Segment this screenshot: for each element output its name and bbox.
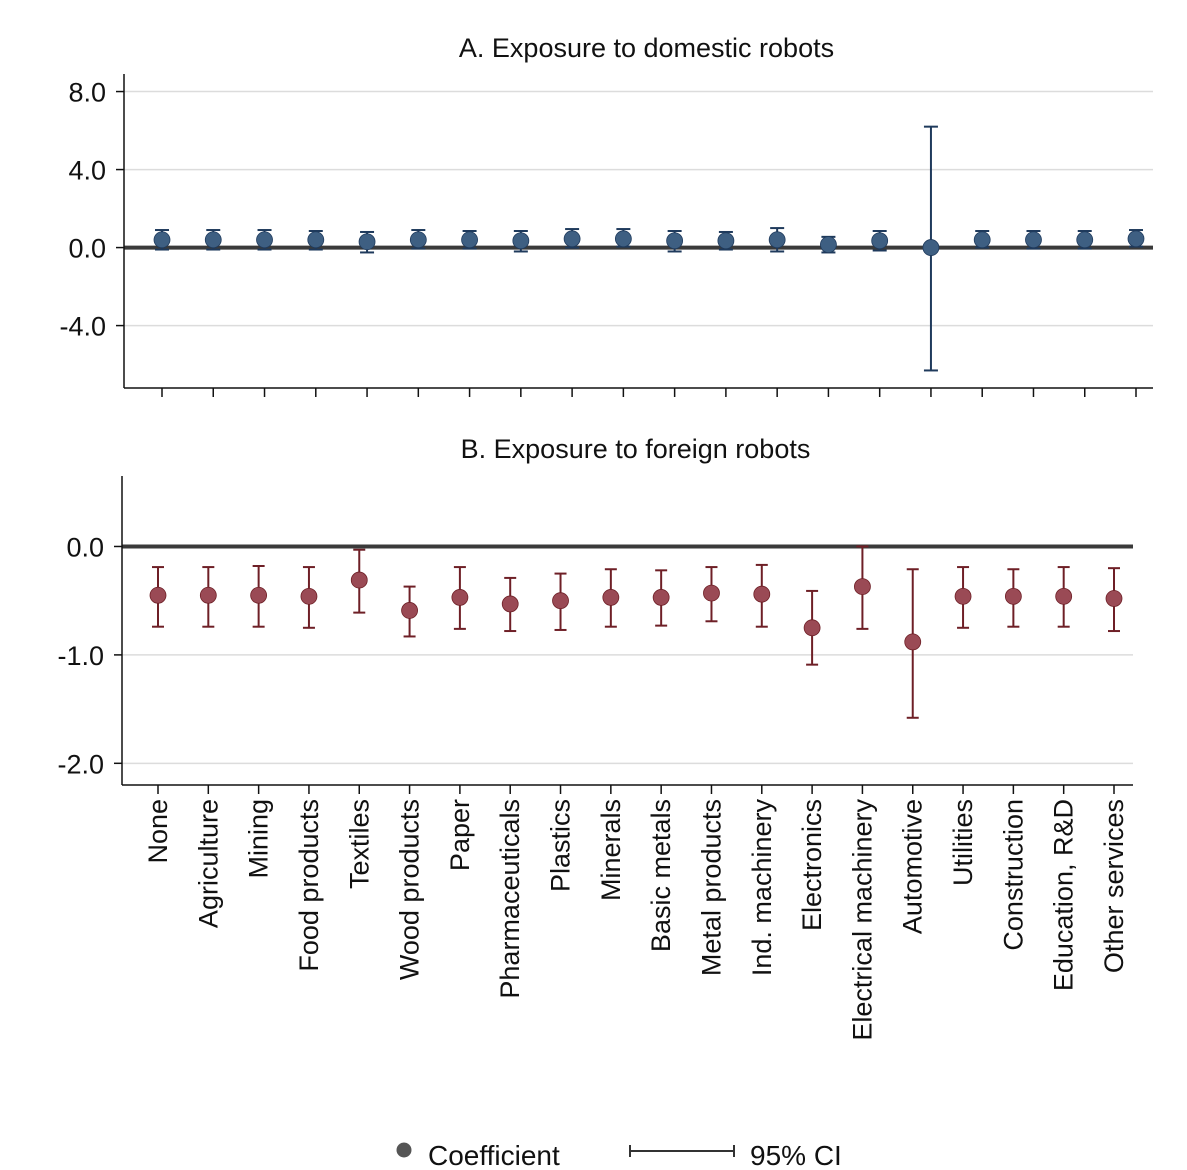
panel-a-coefficient-point — [922, 239, 940, 256]
panel-a-coefficient-point — [820, 236, 837, 254]
panel-b-coefficient-point — [149, 586, 167, 604]
panel-b-title: B. Exposure to foreign robots — [461, 434, 811, 464]
legend-ci-label: 95% CI — [750, 1140, 842, 1170]
x-category-label: Minerals — [596, 799, 626, 901]
panel-b-coefficient-point — [954, 587, 972, 605]
x-category-label: Metal products — [696, 799, 726, 976]
panel-a-coefficient-point — [307, 231, 325, 249]
panel-b-coefficient-point — [250, 586, 268, 604]
x-category-label: Automotive — [898, 799, 928, 934]
panel-a-coefficient-point — [409, 231, 427, 249]
panel-b-coefficient-point — [803, 619, 821, 637]
panel-b-foreign-robots: B. Exposure to foreign robots 0.0 -1.0 -2.0 — [57, 434, 1133, 794]
panel-b-coefficient-point — [602, 589, 620, 606]
x-category-label: None — [143, 799, 173, 864]
panel-a-coefficient-point — [614, 230, 632, 248]
panel-a-coefficient-point — [563, 230, 581, 248]
panel-a-y-tick-label: -4.0 — [59, 312, 106, 342]
x-category-label: Textiles — [344, 799, 374, 889]
panel-b-coefficient-point — [652, 589, 670, 606]
panel-a-coefficient-point — [717, 232, 735, 250]
panel-b-y-tick-label: -1.0 — [57, 641, 104, 671]
panel-a-coefficient-point — [973, 231, 991, 249]
panel-b-coefficient-point — [401, 602, 418, 619]
x-category-label: Pharmaceuticals — [495, 799, 525, 999]
panel-a-coefficient-point — [871, 232, 889, 250]
panel-b-y-tick-label: -2.0 — [57, 749, 104, 779]
panel-a-coefficient-point — [256, 231, 273, 249]
x-category-label: Utilities — [948, 799, 978, 886]
panel-a-coefficient-point — [666, 232, 684, 250]
panel-a-coefficient-point — [768, 231, 786, 249]
panel-b-coefficient-point — [501, 595, 519, 613]
panel-b-coefficient-point — [1004, 587, 1022, 605]
x-category-label: Education, R&D — [1049, 799, 1079, 991]
panel-a-coefficient-point — [461, 231, 478, 249]
x-category-label: Basic metals — [646, 799, 676, 952]
panel-b-coefficient-point — [703, 584, 720, 602]
panel-b-coefficient-point — [1105, 590, 1123, 607]
panel-a-coefficient-point — [1127, 230, 1145, 248]
panel-a-coefficient-point — [153, 231, 171, 249]
panel-b-coefficient-point — [451, 589, 469, 606]
x-category-label: Other services — [1099, 799, 1129, 973]
x-category-labels: None Agriculture Mining Food products Textil… — [143, 799, 1129, 1041]
x-category-label: Electronics — [797, 799, 827, 931]
panel-b-y-tick-label: 0.0 — [66, 532, 104, 562]
panel-a-y-tick-label: 0.0 — [68, 234, 106, 264]
x-category-label: Agriculture — [193, 799, 223, 928]
panel-b-coefficient-point — [300, 587, 318, 605]
panel-a-coefficient-point — [358, 233, 376, 251]
legend-coefficient-marker — [396, 1142, 412, 1158]
x-category-label: Paper — [445, 799, 475, 871]
panel-b-coefficient-point — [199, 586, 217, 604]
panel-a-coefficient-point — [1025, 231, 1042, 249]
panel-a-domestic-robots: A. Exposure to domestic robots 8.0 4.0 0.0 -… — [59, 33, 1153, 397]
legend-coefficient-label: Coefficient — [428, 1140, 560, 1170]
x-category-label: Electrical machinery — [847, 799, 877, 1041]
panel-a-title: A. Exposure to domestic robots — [459, 33, 834, 63]
x-category-label: Wood products — [395, 799, 425, 980]
x-category-label: Ind. machinery — [747, 799, 777, 977]
panel-b-coefficient-point — [1055, 587, 1073, 605]
x-category-label: Food products — [294, 799, 324, 972]
panel-a-coefficient-point — [1076, 231, 1094, 249]
panel-b-coefficient-point — [350, 571, 368, 589]
panel-a-coefficient-point — [204, 231, 222, 249]
x-category-label: Mining — [244, 799, 274, 879]
x-category-label: Plastics — [546, 799, 576, 892]
x-category-label: Construction — [998, 799, 1028, 951]
panel-b-coefficient-point — [552, 592, 569, 610]
legend: Coefficient 95% CI — [396, 1140, 842, 1170]
panel-b-coefficient-point — [904, 633, 922, 651]
panel-a-coefficient-point — [512, 232, 530, 250]
panel-a-y-tick-label: 4.0 — [68, 156, 106, 186]
panel-b-coefficient-point — [854, 578, 871, 595]
panel-a-y-tick-label: 8.0 — [68, 78, 106, 108]
panel-b-coefficient-point — [753, 585, 771, 603]
